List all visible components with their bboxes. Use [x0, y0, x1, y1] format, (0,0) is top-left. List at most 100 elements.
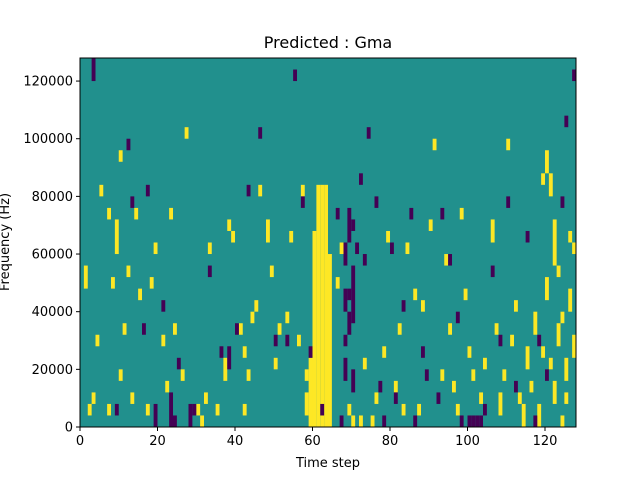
- heatmap-cell-low: [572, 69, 577, 82]
- heatmap-cell-high: [320, 184, 325, 427]
- heatmap-cell-high: [564, 392, 569, 404]
- heatmap-cell-high: [269, 265, 274, 278]
- heatmap-cell-high: [246, 369, 251, 381]
- heatmap-cell-high: [467, 346, 472, 358]
- heatmap-cell-high: [118, 369, 123, 381]
- heatmap-cell-high: [328, 254, 332, 427]
- y-axis: 0 20000 40000 60000 80000 100000 120000: [23, 75, 80, 436]
- heatmap-cell-high: [215, 403, 220, 416]
- heatmap-cell-low: [413, 415, 418, 427]
- heatmap-cell-low: [355, 242, 360, 255]
- heatmap-cell-high: [169, 207, 174, 220]
- heatmap-cell-high: [362, 357, 367, 370]
- heatmap-cell-low: [393, 392, 398, 404]
- heatmap-cell-low: [339, 415, 344, 427]
- heatmap-cell-low: [126, 138, 131, 151]
- heatmap-cell-high: [107, 403, 112, 416]
- heatmap-cell-high: [405, 242, 410, 255]
- heatmap-cell-high: [347, 403, 352, 416]
- heatmap-cell-high: [494, 323, 499, 335]
- heatmap-cell-high: [118, 150, 123, 162]
- heatmap-cell-low: [479, 415, 484, 427]
- heatmap-cell-high: [304, 369, 309, 381]
- heatmap-cell-high: [564, 357, 569, 381]
- heatmap-cell-high: [548, 357, 553, 370]
- heatmap-cell-high: [568, 230, 573, 243]
- heatmap-cell-high: [122, 323, 127, 335]
- heatmap-cell-high: [459, 207, 464, 220]
- heatmap-cell-low: [436, 392, 441, 404]
- heatmap-cell-high: [448, 323, 453, 335]
- heatmap-cell-low: [343, 288, 348, 312]
- y-tick-label: 60000: [32, 248, 73, 263]
- heatmap-cell-low: [366, 127, 371, 139]
- heatmap-cell-high: [335, 277, 340, 289]
- heatmap-cell-low: [560, 196, 565, 208]
- heatmap-cell-high: [432, 138, 437, 151]
- heatmap-cell-low: [374, 196, 379, 208]
- heatmap-cell-low: [258, 127, 263, 139]
- heatmap-cell-high: [242, 403, 247, 416]
- x-axis-label: Time step: [295, 456, 360, 471]
- heatmap-cell-low: [343, 242, 348, 266]
- heatmap-cell-low: [235, 323, 239, 335]
- heatmap-cell-high: [173, 323, 177, 335]
- heatmap-cell-high: [300, 184, 305, 197]
- heatmap-cell-high: [552, 242, 557, 266]
- heatmap-cell-low: [343, 334, 348, 347]
- heatmap-cell-high: [498, 392, 503, 416]
- heatmap-cell-low: [246, 184, 251, 197]
- heatmap-cell-low: [173, 415, 177, 427]
- y-tick-label: 120000: [23, 75, 73, 90]
- heatmap-cell-high: [386, 230, 391, 243]
- heatmap-cell-low: [533, 415, 538, 427]
- heatmap-cell-high: [417, 403, 422, 416]
- heatmap-cell-high: [572, 334, 577, 358]
- heatmap-cell-high: [231, 230, 236, 243]
- heatmap-cell-high: [138, 288, 143, 301]
- heatmap-cell-low: [421, 346, 425, 358]
- heatmap-cell-high: [490, 219, 495, 243]
- heatmap-cell-high: [339, 242, 344, 255]
- y-axis-label: Frequency (Hz): [0, 193, 13, 291]
- heatmap-cell-high: [308, 357, 313, 427]
- heatmap-cell-low: [514, 380, 518, 393]
- heatmap-cell-high: [266, 219, 270, 243]
- heatmap-cell-high: [545, 150, 549, 174]
- heatmap-cell-low: [343, 357, 348, 381]
- heatmap-cell-high: [471, 369, 476, 381]
- x-tick-label: 0: [76, 434, 84, 449]
- heatmap-cell-high: [421, 300, 425, 312]
- heatmap-cell-high: [285, 311, 290, 324]
- heatmap-cell-low: [378, 380, 383, 393]
- heatmap-cell-low: [114, 403, 119, 416]
- heatmap-cell-low: [351, 369, 356, 393]
- heatmap-cell-high: [149, 277, 154, 289]
- heatmap-cell-high: [517, 392, 522, 404]
- heatmap-cell-high: [250, 311, 255, 324]
- heatmap-cell-low: [351, 265, 356, 324]
- heatmap-cell-low: [130, 196, 135, 208]
- heatmap-cell-high: [184, 127, 189, 139]
- heatmap-cell-high: [502, 369, 507, 381]
- heatmap-cell-high: [463, 288, 468, 301]
- heatmap-cell-low: [153, 403, 158, 427]
- heatmap-cell-high: [204, 392, 208, 404]
- heatmap-cell-high: [572, 242, 577, 255]
- heatmap-cell-low: [192, 403, 197, 416]
- y-tick-label: 20000: [32, 363, 73, 378]
- heatmap-cell-low: [471, 415, 476, 427]
- heatmap-cell-low: [91, 58, 96, 82]
- heatmap-cell-high: [556, 323, 561, 347]
- heatmap-cell-high: [506, 138, 511, 151]
- heatmap-cell-high: [242, 346, 247, 358]
- heatmap-cell-low: [459, 415, 464, 427]
- heatmap-cell-low: [483, 403, 487, 416]
- heatmap-cell-high: [541, 346, 546, 358]
- x-axis: 0 20 40 60 80 100 120: [76, 427, 557, 449]
- heatmap-cell-high: [223, 357, 228, 381]
- heatmap-cell-low: [409, 207, 414, 220]
- heatmap-cell-low: [347, 207, 352, 243]
- heatmap-cell-high: [521, 403, 526, 427]
- heatmap-cell-high: [207, 242, 212, 255]
